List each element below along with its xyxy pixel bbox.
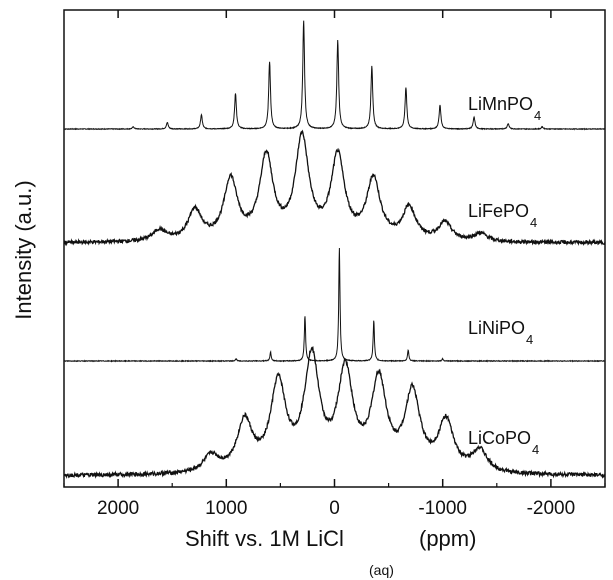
- x-axis-ticks: 2000 1000 0 -1000 -2000: [63, 10, 606, 519]
- x-tick-label: 1000: [205, 498, 247, 519]
- series-lifepo-line: [63, 129, 606, 247]
- x-tick-label: 2000: [97, 498, 139, 519]
- series-label-subscript: 4: [532, 442, 539, 457]
- series-label: LiMnPO: [468, 94, 533, 114]
- x-axis-title-subscript: (aq): [369, 562, 394, 578]
- isotropic-marker: *: [341, 0, 350, 5]
- isotropic-marker: *: [333, 0, 342, 5]
- isotropic-marker: *: [335, 0, 344, 5]
- x-axis-title-unit: (ppm): [419, 526, 476, 551]
- x-tick-label: -1000: [418, 498, 467, 519]
- series-label: LiCoPO: [468, 428, 531, 448]
- plot-frame: [63, 9, 606, 488]
- series-label: LiNiPO: [468, 318, 525, 338]
- series-label: LiFePO: [468, 201, 529, 221]
- series-label-subscript: 4: [534, 108, 541, 123]
- x-axis-title: Shift vs. 1M LiCl: [185, 526, 344, 551]
- series-label-subscript: 4: [530, 215, 537, 230]
- series-limnpo-line: [63, 20, 606, 131]
- isotropic-marker: *: [333, 0, 342, 5]
- x-tick-label: -2000: [527, 498, 576, 519]
- series-licopo-line: [63, 346, 606, 479]
- y-axis-title: Intensity (a.u.): [11, 180, 36, 319]
- series-label-subscript: 4: [526, 332, 533, 347]
- x-tick-label: 0: [329, 498, 340, 519]
- series-linipo-line: [63, 247, 606, 363]
